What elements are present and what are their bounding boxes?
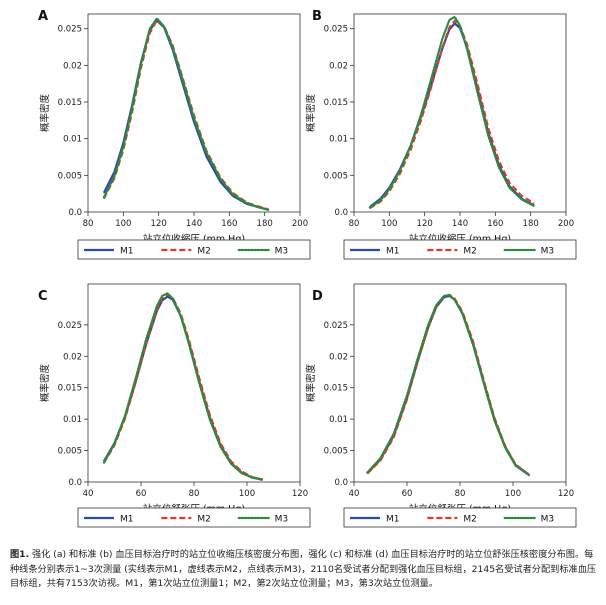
y-tick-label: 0.0	[334, 478, 348, 488]
legend-label-m1: M1	[120, 247, 134, 257]
series-line-m3	[102, 292, 264, 482]
plot-frame	[87, 283, 301, 483]
x-tick-label: 180	[523, 219, 539, 229]
legend: M1 M2 M3	[343, 507, 577, 528]
series-line-m3	[102, 17, 270, 211]
panel-d: D4060801001200.00.0050.010.0150.020.025站…	[305, 283, 577, 528]
y-axis-label: 概率密度	[305, 364, 317, 403]
legend-label-m1: M1	[386, 247, 400, 257]
x-tick-label: 100	[381, 219, 397, 229]
y-tick-label: 0.0	[68, 208, 82, 218]
legend-label-m1: M1	[386, 515, 400, 525]
x-tick-label: 40	[349, 489, 360, 499]
caption-lead: 图1.	[10, 549, 30, 560]
y-axis-label: 概率密度	[305, 94, 317, 133]
y-tick-label: 0.02	[329, 61, 348, 71]
x-tick-label: 40	[83, 489, 94, 499]
plot-frame	[353, 13, 567, 213]
legend-box	[343, 507, 577, 528]
series-line-m1	[102, 19, 269, 211]
y-tick-label: 0.01	[63, 135, 82, 145]
series-line-m2	[369, 19, 535, 210]
legend-box	[77, 239, 311, 260]
y-tick-label: 0.01	[329, 415, 348, 425]
y-tick-label: 0.02	[63, 352, 82, 362]
x-tick-label: 100	[505, 489, 521, 499]
x-tick-label: 120	[558, 489, 574, 499]
y-tick-label: 0.015	[324, 384, 348, 394]
series-line-m3	[366, 294, 531, 477]
y-tick-label: 0.01	[63, 415, 82, 425]
y-tick-label: 0.02	[63, 61, 82, 71]
legend-label-m2: M2	[463, 247, 477, 257]
x-tick-label: 160	[221, 219, 237, 229]
x-tick-label: 160	[487, 219, 503, 229]
legend-box	[343, 239, 577, 260]
x-tick-label: 200	[292, 219, 308, 229]
x-tick-label: 200	[558, 219, 574, 229]
x-tick-label: 120	[417, 219, 433, 229]
panel-label: C	[38, 289, 48, 304]
panel-label: B	[312, 9, 322, 24]
series-line-m3	[368, 15, 536, 209]
figure-panels: A 80 100 120 140 160 180 200 0.0 0.005 0.01 0.015 0.…	[38, 9, 577, 528]
x-tick-label: 120	[292, 489, 308, 499]
x-tick-label: 100	[115, 219, 131, 229]
y-tick-label: 0.015	[58, 98, 82, 108]
y-tick-label: 0.025	[324, 25, 348, 35]
x-tick-label: 80	[189, 489, 200, 499]
y-tick-label: 0.0	[68, 478, 82, 488]
y-tick-label: 0.01	[329, 135, 348, 145]
legend-label-m3: M3	[541, 515, 555, 525]
x-tick-label: 80	[349, 219, 360, 229]
x-tick-label: 180	[257, 219, 273, 229]
x-tick-label: 120	[151, 219, 167, 229]
series-line-m2	[103, 293, 264, 481]
y-tick-label: 0.005	[58, 171, 82, 181]
y-tick-label: 0.025	[58, 25, 82, 35]
legend-label-m3: M3	[275, 247, 289, 257]
y-tick-label: 0.005	[58, 447, 82, 457]
y-tick-label: 0.0	[334, 208, 348, 218]
x-tick-label: 140	[186, 219, 202, 229]
x-tick-label: 140	[452, 219, 468, 229]
y-tick-label: 0.015	[324, 98, 348, 108]
panel-label: D	[312, 289, 323, 304]
legend-label-m3: M3	[275, 515, 289, 525]
x-tick-label: 80	[83, 219, 94, 229]
y-tick-label: 0.025	[58, 321, 82, 331]
legend-box	[77, 507, 311, 528]
legend-label-m2: M2	[463, 515, 477, 525]
legend-label-m2: M2	[197, 515, 211, 525]
x-tick-label: 60	[402, 489, 413, 499]
panel-label: A	[38, 9, 48, 24]
legend: M1 M2 M3	[77, 239, 311, 260]
legend-label-m2: M2	[197, 247, 211, 257]
panel-b: B 80 100 120 140 160 180 200 0.0 0.005 0.01 0.015 0.…	[305, 9, 577, 260]
y-tick-label: 0.02	[329, 352, 348, 362]
figure-caption: 图1. 强化 (a) 和标准 (b) 血压目标治疗时的站立位收缩压核密度分布图，…	[10, 548, 600, 592]
y-axis-label: 概率密度	[39, 94, 51, 133]
y-tick-label: 0.025	[324, 321, 348, 331]
x-tick-label: 80	[455, 489, 466, 499]
legend-label-m3: M3	[541, 247, 555, 257]
y-tick-label: 0.005	[324, 171, 348, 181]
legend: M1 M2 M3	[343, 239, 577, 260]
caption-text: 强化 (a) 和标准 (b) 血压目标治疗时的站立位收缩压核密度分布图，强化 (…	[10, 549, 597, 590]
y-axis-label: 概率密度	[39, 364, 51, 403]
x-tick-label: 60	[136, 489, 147, 499]
x-tick-label: 100	[239, 489, 255, 499]
y-tick-label: 0.015	[58, 384, 82, 394]
legend-label-m1: M1	[120, 515, 134, 525]
legend: M1 M2 M3	[77, 507, 311, 528]
series-line-m2	[103, 19, 269, 211]
panel-a: A 80 100 120 140 160 180 200 0.0 0.005 0.01 0.015 0.…	[38, 9, 311, 260]
y-tick-label: 0.005	[324, 447, 348, 457]
panel-c: C4060801001200.00.0050.010.0150.020.025站…	[38, 283, 311, 528]
